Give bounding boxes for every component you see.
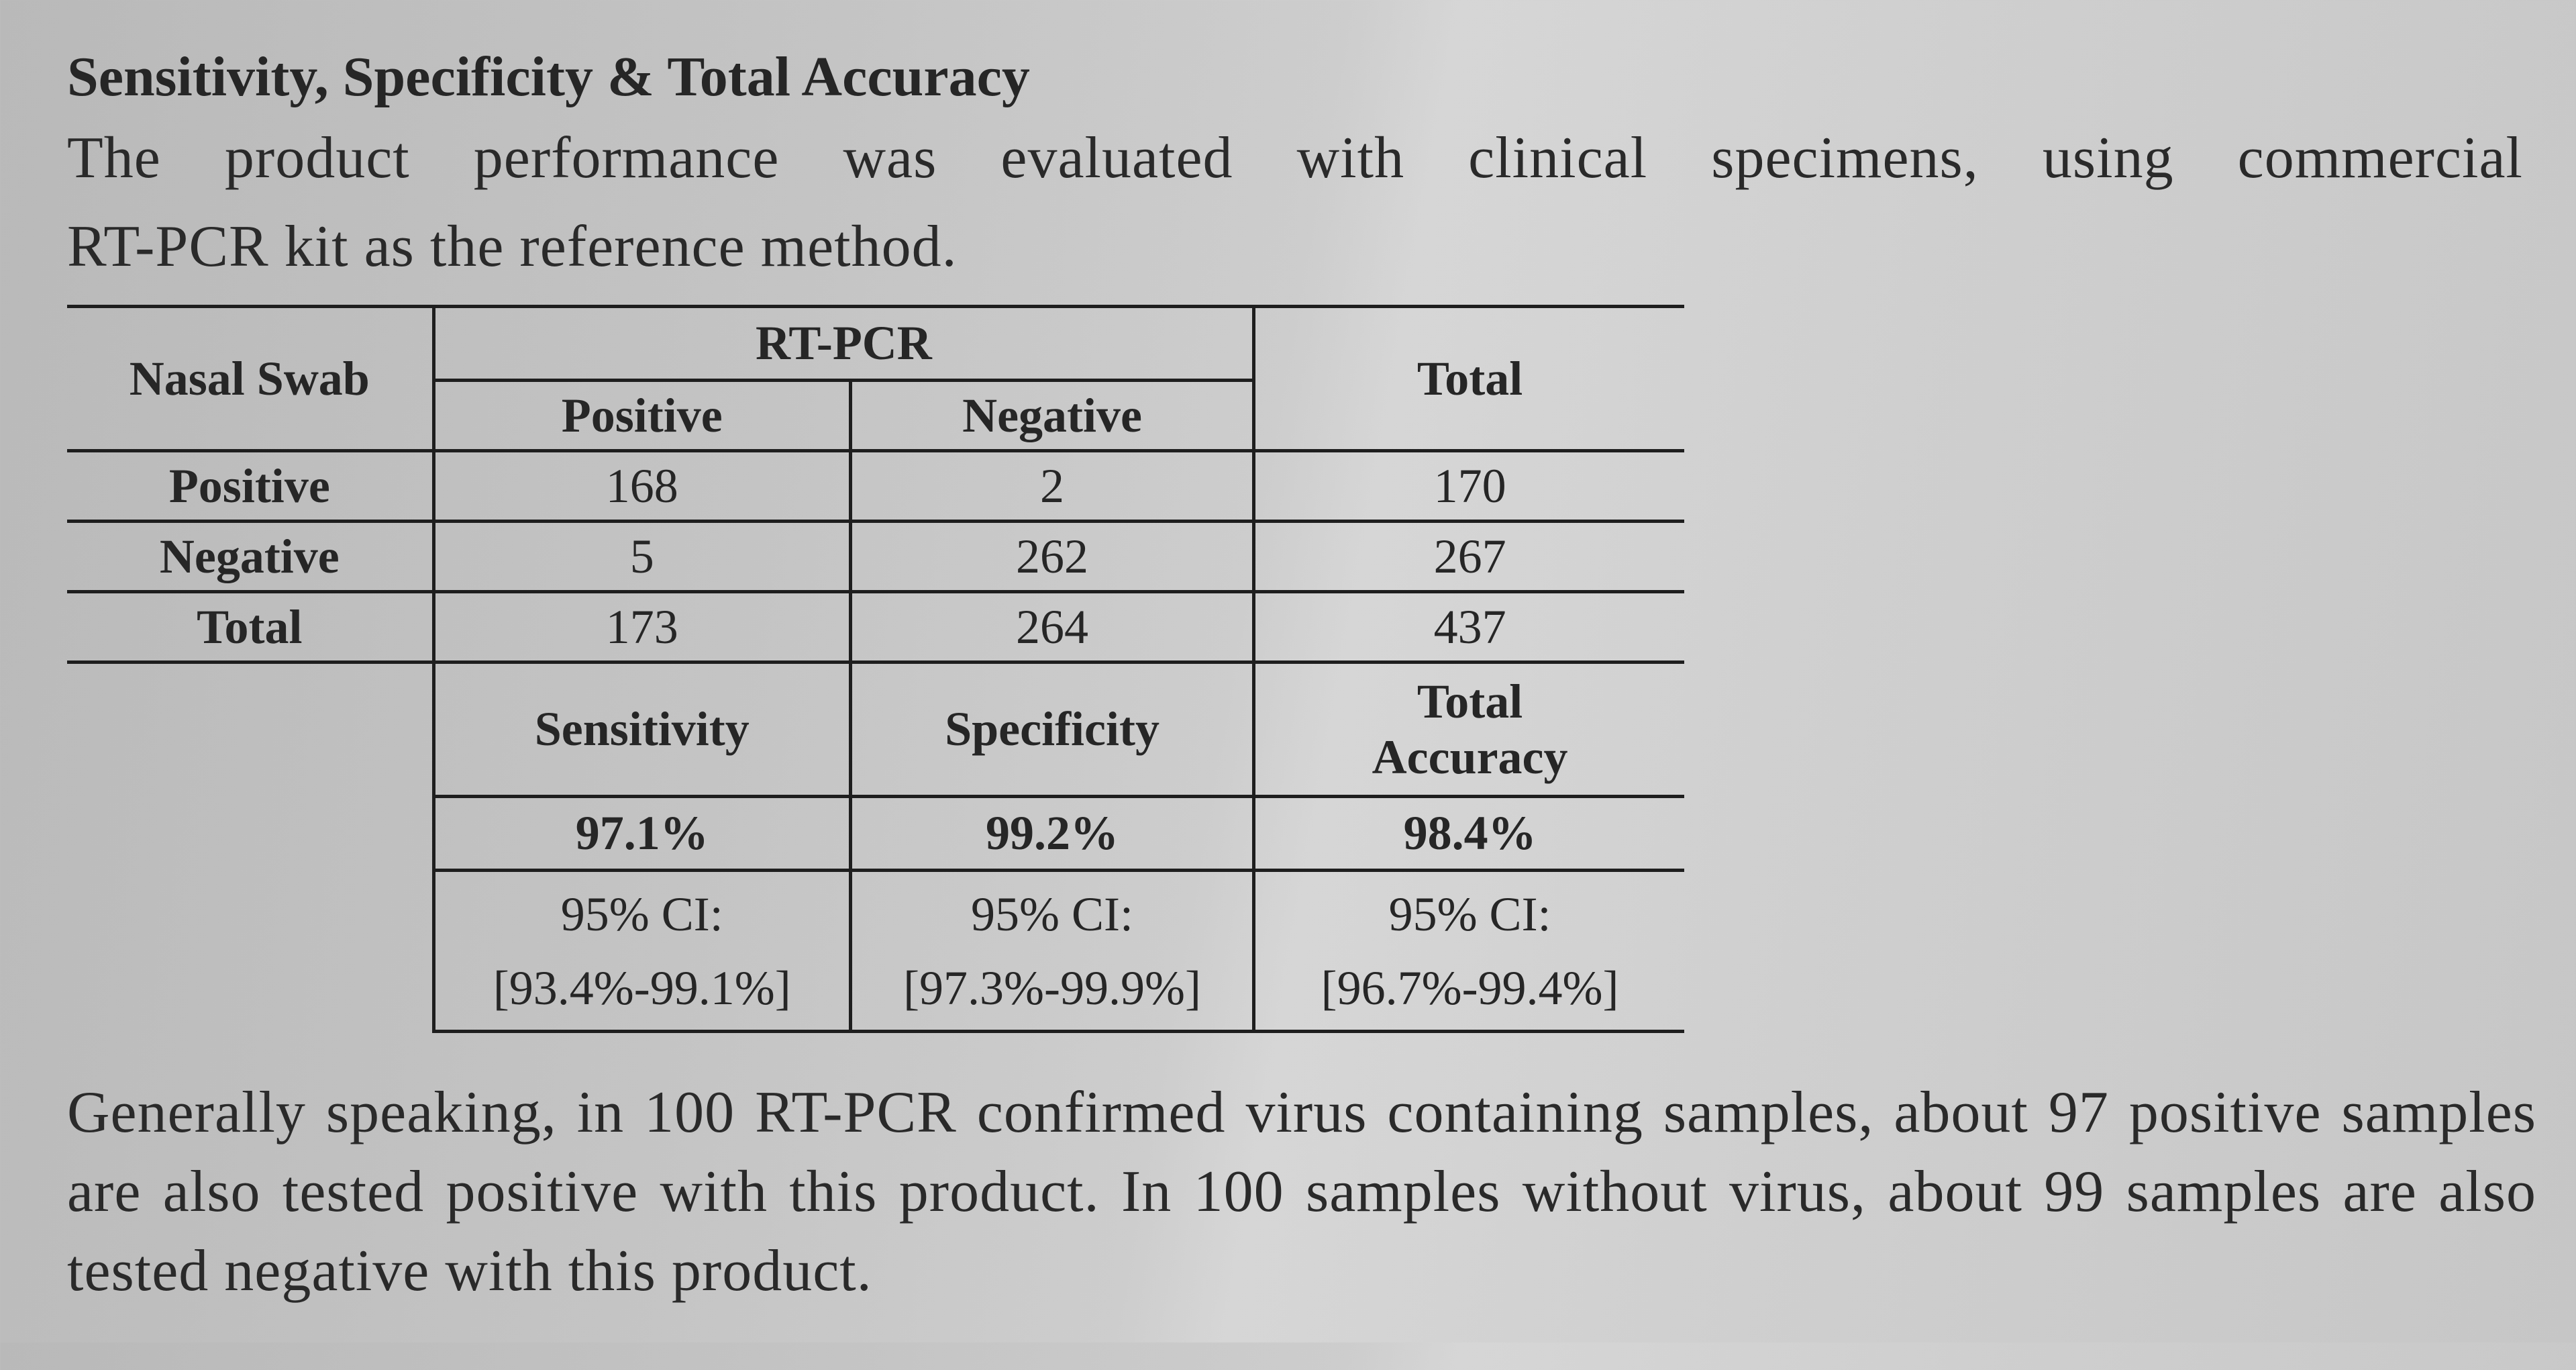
row-label: Negative	[67, 521, 435, 593]
table-row: Total 173 264 437	[67, 591, 1684, 664]
table-row: Positive 168 2 170	[67, 450, 1684, 523]
ci-range: [96.7%-99.4%]	[1321, 961, 1619, 1015]
ci-range: [97.3%-99.9%]	[903, 961, 1201, 1015]
intro-paragraph: The product performance was evaluated wi…	[67, 114, 2523, 291]
cell-total: 437	[1253, 591, 1684, 664]
cell-positive: 173	[433, 591, 852, 664]
cell-total: 267	[1253, 521, 1684, 593]
row-label: Total	[67, 591, 435, 664]
cell-positive: 168	[433, 450, 852, 523]
accuracy-ci: 95% CI: [96.7%-99.4%]	[1253, 870, 1684, 1033]
results-table: Nasal Swab RT-PCR Total Positive Negativ…	[67, 305, 1684, 1033]
accuracy-label: Total Accuracy	[1253, 662, 1684, 798]
cell-negative: 264	[850, 591, 1256, 664]
accuracy-value: 98.4%	[1253, 796, 1684, 872]
results-table-wrapper: Nasal Swab RT-PCR Total Positive Negativ…	[67, 305, 1684, 1033]
cell-positive: 5	[433, 521, 852, 593]
section-heading: Sensitivity, Specificity & Total Accurac…	[67, 46, 1030, 108]
group-header-rtpcr: RT-PCR	[433, 305, 1256, 382]
sensitivity-label: Sensitivity	[431, 662, 852, 798]
row-header-label: Nasal Swab	[67, 305, 435, 452]
summary-paragraph: Generally speaking, in 100 RT-PCR confir…	[67, 1080, 2536, 1304]
intro-line-2: RT-PCR kit as the reference method.	[67, 214, 958, 279]
document: Sensitivity, Specificity & Total Accurac…	[67, 40, 2536, 1370]
sensitivity-ci: 95% CI: [93.4%-99.1%]	[431, 870, 852, 1033]
ci-label: 95% CI:	[560, 887, 723, 941]
specificity-label: Specificity	[850, 662, 1256, 798]
ci-label: 95% CI:	[1388, 887, 1551, 941]
empty-corner	[67, 663, 433, 1032]
col-header-positive: Positive	[433, 380, 852, 452]
sensitivity-value: 97.1%	[431, 796, 852, 872]
specificity-value: 99.2%	[850, 796, 1256, 872]
col-header-negative: Negative	[850, 380, 1256, 452]
cell-negative: 2	[850, 450, 1256, 523]
row-label: Positive	[67, 450, 435, 523]
col-header-total: Total	[1253, 305, 1684, 452]
intro-line-1: The product performance was evaluated wi…	[67, 126, 2523, 191]
accuracy-label-line2: Accuracy	[1372, 730, 1568, 784]
accuracy-label-line1: Total	[1416, 674, 1523, 728]
cell-negative: 262	[850, 521, 1256, 593]
table-row: Negative 5 262 267	[67, 521, 1684, 593]
ci-label: 95% CI:	[971, 887, 1134, 941]
specificity-ci: 95% CI: [97.3%-99.9%]	[850, 870, 1256, 1033]
ci-range: [93.4%-99.1%]	[493, 961, 791, 1015]
cell-total: 170	[1253, 450, 1684, 523]
